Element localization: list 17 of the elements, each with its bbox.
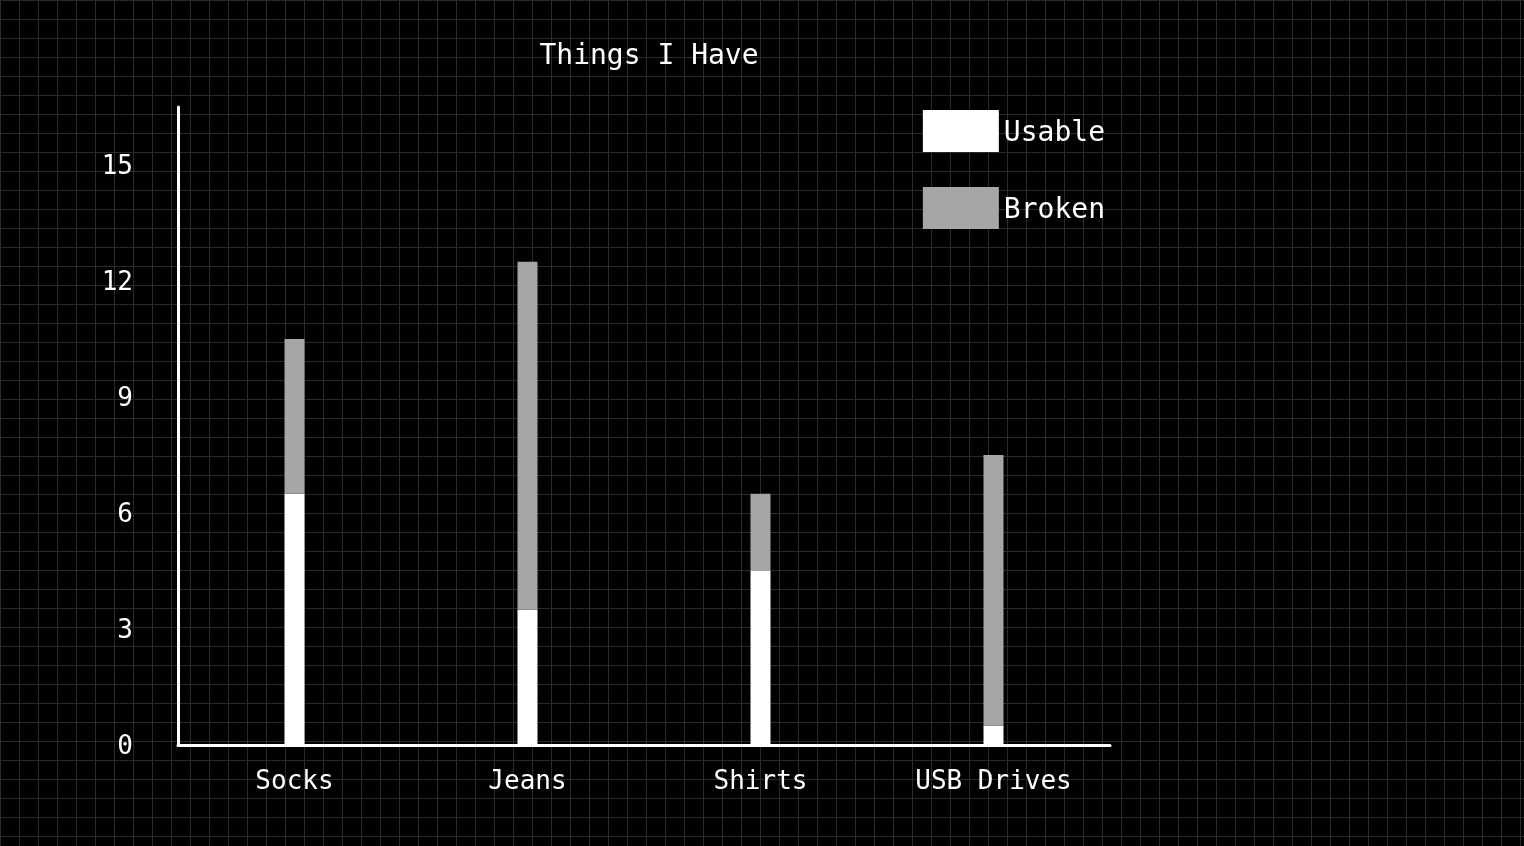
y-tick-label: 6 — [117, 498, 133, 528]
y-tick-label: 12 — [101, 266, 133, 296]
x-tick-label: Socks — [255, 765, 334, 795]
y-tick-label: 0 — [117, 730, 133, 760]
bar — [983, 455, 1004, 726]
legend-label: Broken — [1003, 191, 1106, 225]
bar — [750, 493, 771, 571]
bar — [517, 261, 538, 610]
bar — [284, 339, 305, 494]
x-tick-label: Jeans — [488, 765, 567, 795]
x-tick-label: USB Drives — [915, 765, 1072, 795]
y-tick-label: 3 — [117, 614, 133, 644]
x-tick-label: Shirts — [713, 765, 808, 795]
chart-title: Things I Have — [539, 37, 759, 71]
legend-label: Usable — [1003, 114, 1106, 148]
y-tick-label: 9 — [117, 382, 133, 412]
y-tick-label: 15 — [101, 150, 133, 180]
